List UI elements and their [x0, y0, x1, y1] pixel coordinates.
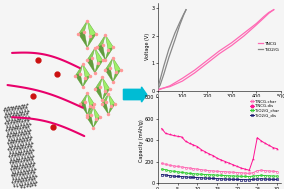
Polygon shape [113, 58, 121, 72]
Polygon shape [105, 35, 114, 50]
Polygon shape [87, 104, 94, 115]
Polygon shape [97, 45, 105, 60]
Polygon shape [95, 48, 103, 63]
Polygon shape [87, 34, 96, 48]
Polygon shape [87, 107, 93, 117]
Polygon shape [87, 93, 94, 106]
Polygon shape [102, 94, 108, 104]
X-axis label: Capacity (mAh/g): Capacity (mAh/g) [198, 100, 241, 105]
Polygon shape [108, 104, 115, 114]
Polygon shape [105, 58, 113, 70]
Polygon shape [95, 60, 103, 73]
Y-axis label: Capacity (mAh/g): Capacity (mAh/g) [139, 119, 144, 162]
Polygon shape [87, 58, 95, 73]
Polygon shape [95, 87, 102, 100]
Polygon shape [80, 93, 87, 104]
Polygon shape [102, 77, 110, 91]
Polygon shape [102, 102, 108, 114]
Polygon shape [78, 21, 87, 34]
Polygon shape [97, 35, 105, 47]
Polygon shape [80, 102, 87, 115]
Polygon shape [78, 32, 87, 48]
Y-axis label: Voltage (V): Voltage (V) [145, 33, 150, 60]
Polygon shape [83, 76, 90, 87]
Polygon shape [95, 77, 102, 89]
Polygon shape [102, 89, 110, 100]
FancyArrow shape [124, 87, 147, 102]
Polygon shape [93, 117, 100, 128]
Polygon shape [75, 74, 83, 87]
Polygon shape [105, 68, 113, 82]
Legend: TNCG, TiO2/G: TNCG, TiO2/G [258, 42, 279, 52]
Legend: TNCG-char, TNCG-dis, TiO2/G_char, TiO2/G_dis: TNCG-char, TNCG-dis, TiO2/G_char, TiO2/G… [250, 99, 279, 118]
Polygon shape [113, 70, 121, 82]
Polygon shape [105, 47, 114, 60]
Polygon shape [93, 107, 100, 119]
Polygon shape [108, 94, 115, 106]
Polygon shape [75, 64, 83, 76]
Polygon shape [83, 64, 90, 78]
Polygon shape [87, 21, 96, 36]
Polygon shape [87, 48, 95, 60]
Polygon shape [87, 115, 93, 128]
